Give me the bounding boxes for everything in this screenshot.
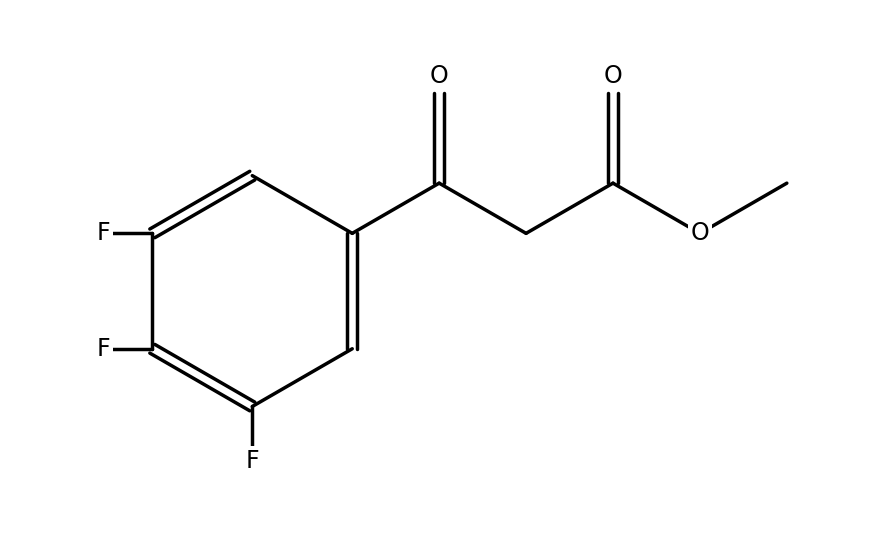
Text: F: F xyxy=(97,337,110,361)
Text: O: O xyxy=(604,64,623,88)
Text: O: O xyxy=(691,221,710,245)
Text: F: F xyxy=(97,221,110,245)
Text: F: F xyxy=(246,449,259,473)
Text: O: O xyxy=(430,64,449,88)
